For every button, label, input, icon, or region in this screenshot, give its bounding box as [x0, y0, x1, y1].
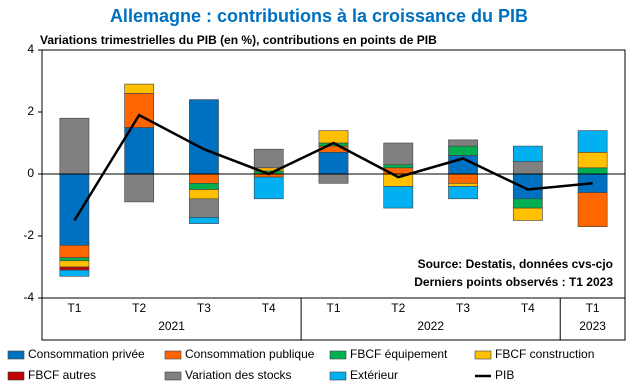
bar-segment — [383, 142, 414, 166]
x-tick-label: T2 — [132, 301, 146, 315]
bar-segment — [448, 139, 478, 147]
legend-swatch — [329, 350, 347, 360]
x-tick-label: T3 — [456, 301, 470, 315]
bar-segment — [124, 127, 155, 175]
legend-label: PIB — [495, 368, 514, 382]
x-tick-label: T1 — [586, 301, 600, 315]
bar-segment — [448, 183, 478, 187]
legend-label: Variation des stocks — [185, 368, 292, 382]
bar-segment — [59, 173, 90, 246]
x-tick-label: T2 — [391, 301, 405, 315]
legend-label: FBCF construction — [495, 347, 594, 361]
annotation: Derniers points observés : T1 2023 — [414, 275, 613, 289]
bar-segment — [577, 167, 608, 175]
legend-label: FBCF équipement — [350, 347, 448, 361]
bar-segment — [189, 198, 219, 218]
bar-segment — [189, 173, 219, 184]
plot-frame — [41, 49, 626, 341]
legend-swatch — [164, 371, 182, 381]
annotation: Source: Destatis, données cvs-cjo — [418, 257, 613, 271]
x-tick-label: T1 — [326, 301, 340, 315]
bar-segment — [577, 152, 608, 169]
bar-segment — [59, 257, 90, 262]
y-tick-label: 2 — [27, 104, 34, 118]
legend-swatch — [164, 350, 182, 360]
year-label: 2021 — [158, 319, 185, 333]
legend-swatch — [7, 350, 25, 360]
bar-segment — [253, 148, 284, 169]
bar-segment — [318, 152, 349, 175]
bar-segment — [577, 192, 608, 228]
legend-label: Extérieur — [350, 368, 398, 382]
bar-segment — [124, 83, 155, 94]
bar-segment — [383, 164, 414, 169]
y-tick-label: 0 — [27, 166, 34, 180]
bar-segment — [512, 207, 543, 221]
bar-segment — [189, 217, 219, 224]
bar-segment — [512, 173, 543, 200]
legend-swatch — [329, 371, 347, 381]
bar-segment — [189, 183, 219, 190]
legend-swatch — [7, 371, 25, 381]
legend-label: Consommation publique — [185, 347, 315, 361]
bar-segment — [124, 93, 155, 128]
bar-segment — [59, 266, 90, 271]
bar-segment — [383, 186, 414, 209]
bar-segment — [189, 99, 219, 175]
bar-segment — [124, 173, 155, 203]
chart-title: Allemagne : contributions à la croissanc… — [110, 6, 528, 26]
bar-segment — [512, 161, 543, 175]
x-tick-label: T4 — [521, 301, 535, 315]
x-tick-label: T3 — [197, 301, 211, 315]
line-series — [73, 113, 593, 222]
legend-swatch — [474, 350, 492, 360]
bar-segment — [59, 269, 90, 277]
y-tick-label: -2 — [23, 228, 34, 242]
bar-segment — [59, 245, 90, 259]
x-tick-label: T1 — [67, 301, 81, 315]
bar-segment — [448, 145, 478, 156]
bar-segment — [512, 198, 543, 209]
year-label: 2022 — [417, 319, 444, 333]
legend-label: Consommation privée — [28, 347, 145, 361]
chart-subtitle: Variations trimestrielles du PIB (en %),… — [40, 33, 437, 47]
bar-segment — [253, 176, 284, 200]
legend-label: FBCF autres — [28, 368, 96, 382]
bar-segment — [318, 130, 349, 144]
bar-segment — [577, 130, 608, 153]
y-tick-label: 4 — [27, 42, 34, 56]
bar-segment — [189, 189, 219, 200]
bar-segment — [318, 173, 349, 184]
bar-segment — [448, 173, 478, 184]
bar-segment — [59, 260, 90, 268]
x-tick-label: T4 — [262, 301, 276, 315]
bar-segment — [448, 186, 478, 200]
year-label: 2023 — [579, 319, 606, 333]
bar-segment — [59, 117, 90, 175]
y-tick-label: -4 — [23, 290, 34, 304]
bar-segment — [512, 145, 543, 162]
